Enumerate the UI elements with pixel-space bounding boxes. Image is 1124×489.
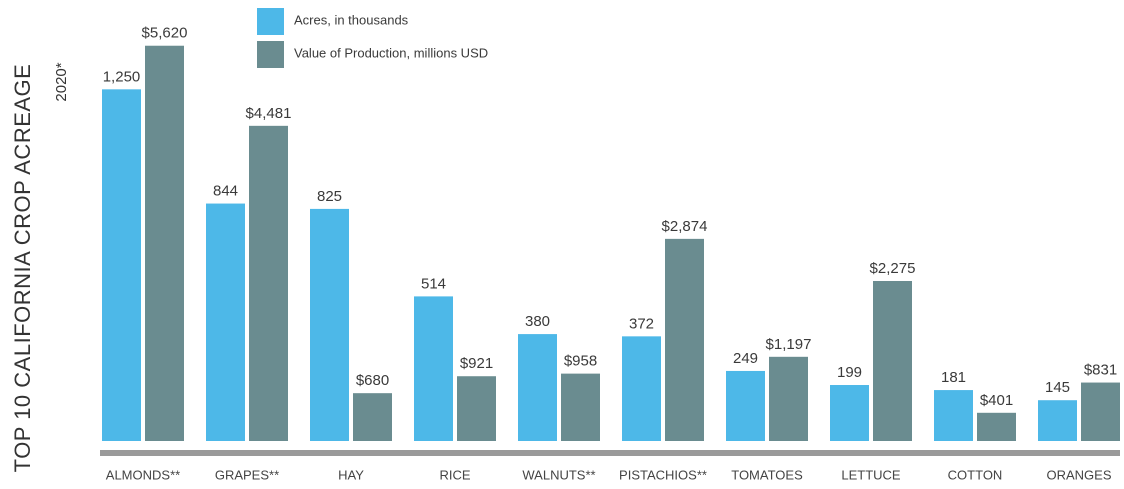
- bar: [726, 370, 765, 441]
- x-tick-label: LETTUCE: [841, 467, 901, 482]
- data-label: $2,275: [870, 260, 916, 277]
- bar: [102, 89, 141, 441]
- data-label: 372: [629, 315, 654, 332]
- data-label: 145: [1045, 379, 1070, 396]
- bar: [934, 390, 973, 441]
- bar: [561, 373, 600, 441]
- x-tick-label: GRAPES**: [215, 467, 279, 482]
- data-label: $4,481: [246, 105, 292, 122]
- chart-subtitle: 2020*: [53, 62, 70, 101]
- x-tick-label: ORANGES: [1046, 467, 1111, 482]
- data-label: $2,874: [662, 218, 708, 235]
- legend-label: Acres, in thousands: [294, 12, 409, 27]
- bar: [457, 376, 496, 441]
- bar: [310, 208, 349, 441]
- x-tick-label: WALNUTS**: [522, 467, 595, 482]
- bar: [249, 125, 288, 441]
- x-tick-label: ALMONDS**: [106, 467, 180, 482]
- data-label: 844: [213, 183, 238, 200]
- bar: [1038, 400, 1077, 441]
- data-label: $831: [1084, 362, 1117, 379]
- legend-swatch: [257, 8, 284, 35]
- x-tick-label: COTTON: [948, 467, 1003, 482]
- bar: [873, 280, 912, 441]
- bar: [206, 203, 245, 441]
- data-label: $401: [980, 392, 1013, 409]
- bar: [353, 393, 392, 441]
- bar: [665, 238, 704, 441]
- bar: [830, 385, 869, 441]
- bar: [414, 296, 453, 441]
- data-label: 249: [733, 350, 758, 367]
- data-label: 199: [837, 364, 862, 381]
- x-tick-label: PISTACHIOS**: [619, 467, 707, 482]
- baseline: [100, 450, 1120, 456]
- legend-swatch: [257, 41, 284, 68]
- data-label: 181: [941, 369, 966, 386]
- data-label: $5,620: [142, 25, 188, 42]
- bar: [622, 336, 661, 441]
- x-tick-label: RICE: [439, 467, 470, 482]
- data-label: 825: [317, 188, 342, 205]
- bar: [518, 334, 557, 441]
- data-label: $1,197: [766, 336, 812, 353]
- bar: [145, 45, 184, 442]
- chart-title: TOP 10 CALIFORNIA CROP ACREAGE: [10, 64, 35, 473]
- data-label: $680: [356, 372, 389, 389]
- bar: [1081, 382, 1120, 441]
- x-tick-label: TOMATOES: [731, 467, 803, 482]
- data-label: 380: [525, 313, 550, 330]
- data-label: $958: [564, 353, 597, 370]
- data-label: 1,250: [103, 68, 141, 85]
- bar: [769, 356, 808, 441]
- data-label: $921: [460, 355, 493, 372]
- bar: [977, 412, 1016, 441]
- x-tick-label: HAY: [338, 467, 364, 482]
- legend-label: Value of Production, millions USD: [294, 45, 488, 60]
- data-label: 514: [421, 275, 446, 292]
